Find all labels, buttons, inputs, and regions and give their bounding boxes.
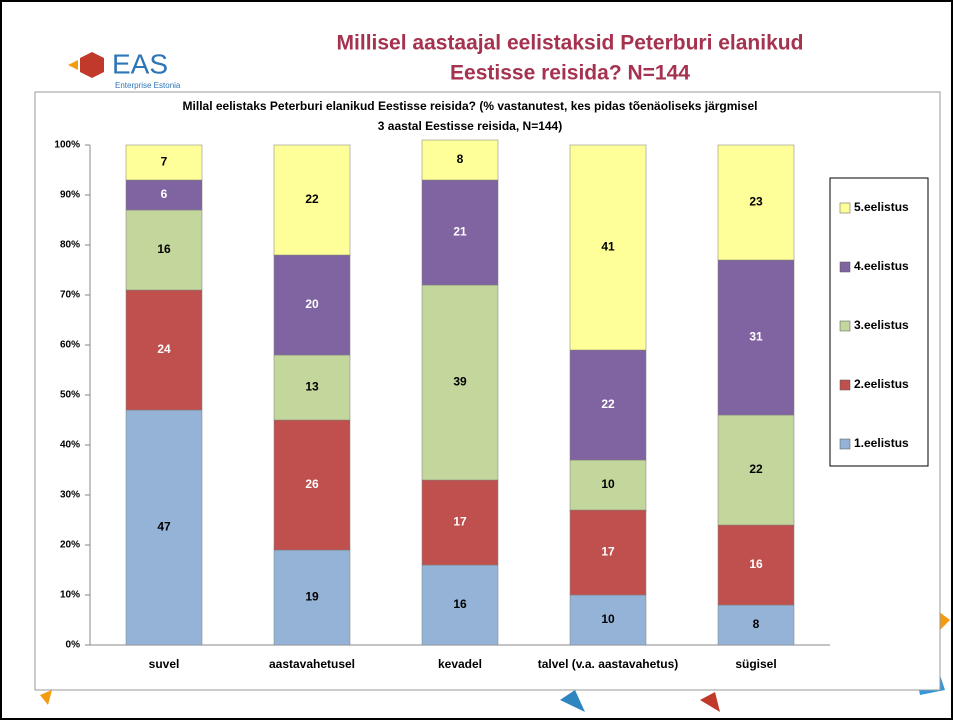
slide: EAS Enterprise Estonia Millisel aastaaja… [0, 0, 953, 720]
chart-title: 3 aastal Eestisse reisida, N=144) [378, 119, 562, 133]
data-label: 8 [457, 152, 464, 166]
data-label: 24 [157, 342, 171, 356]
y-tick-label: 100% [54, 140, 80, 151]
slide-title: Millisel aastaajal eelistaksid Peterburi… [337, 32, 804, 55]
legend-label: 2.eelistus [854, 377, 909, 391]
legend-label: 5.eelistus [854, 200, 909, 214]
legend-label: 3.eelistus [854, 318, 909, 332]
logo-text: EAS [112, 48, 168, 79]
x-tick-label: suvel [149, 657, 180, 671]
data-label: 16 [749, 557, 763, 571]
data-label: 10 [601, 477, 615, 491]
data-label: 21 [453, 225, 467, 239]
y-tick-label: 0% [66, 640, 81, 651]
data-label: 23 [749, 195, 763, 209]
data-label: 16 [157, 242, 171, 256]
data-label: 22 [305, 192, 319, 206]
logo-subtitle: Enterprise Estonia [115, 81, 181, 90]
data-label: 47 [157, 520, 171, 534]
data-label: 22 [601, 397, 615, 411]
x-tick-label: sügisel [735, 657, 776, 671]
legend-label: 1.eelistus [854, 436, 909, 450]
data-label: 31 [749, 330, 763, 344]
y-tick-label: 80% [60, 240, 80, 251]
data-label: 22 [749, 462, 763, 476]
y-tick-label: 40% [60, 440, 80, 451]
legend-swatch [840, 439, 850, 449]
chart-title: Millal eelistaks Peterburi elanikud Eest… [183, 99, 758, 113]
y-tick-label: 50% [60, 390, 80, 401]
data-label: 39 [453, 375, 467, 389]
data-label: 20 [305, 297, 319, 311]
data-label: 13 [305, 380, 319, 394]
data-label: 8 [753, 617, 760, 631]
data-label: 19 [305, 590, 319, 604]
y-tick-label: 90% [60, 190, 80, 201]
y-tick-label: 60% [60, 340, 80, 351]
data-label: 6 [161, 187, 168, 201]
legend-swatch [840, 321, 850, 331]
legend-swatch [840, 262, 850, 272]
y-tick-label: 10% [60, 590, 80, 601]
data-label: 17 [601, 545, 615, 559]
legend-label: 4.eelistus [854, 259, 909, 273]
y-tick-label: 30% [60, 490, 80, 501]
y-tick-label: 20% [60, 540, 80, 551]
legend-swatch [840, 203, 850, 213]
slide-title: Eestisse reisida? N=144 [450, 62, 690, 85]
y-tick-label: 70% [60, 290, 80, 301]
data-label: 7 [161, 155, 168, 169]
data-label: 17 [453, 515, 467, 529]
x-tick-label: kevadel [438, 657, 482, 671]
legend-swatch [840, 380, 850, 390]
data-label: 10 [601, 612, 615, 626]
x-tick-label: talvel (v.a. aastavahetus) [538, 657, 679, 671]
x-tick-label: aastavahetusel [269, 657, 355, 671]
data-label: 16 [453, 597, 467, 611]
data-label: 41 [601, 240, 615, 254]
data-label: 26 [305, 477, 319, 491]
